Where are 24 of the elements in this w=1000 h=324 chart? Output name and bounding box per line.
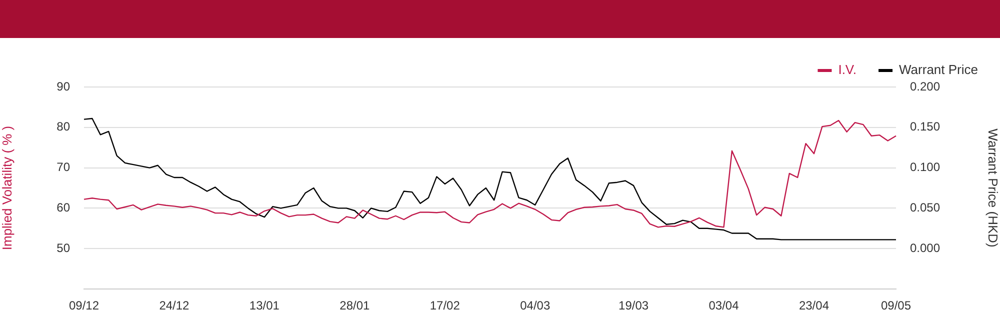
y-tick-label: 90 xyxy=(56,79,70,94)
y-tick-label: 50 xyxy=(56,240,70,255)
y2-tick-label: 0.200 xyxy=(910,79,940,94)
x-tick-label: 04/03 xyxy=(520,298,550,313)
y-axis-title: Implied Volatility ( % ) xyxy=(0,126,14,250)
y-tick-label: 80 xyxy=(56,120,70,134)
y2-tick-label: 0.050 xyxy=(910,200,940,215)
y2-tick-label: 0.100 xyxy=(910,160,940,174)
legend-label: Warrant Price xyxy=(899,62,978,78)
y-tick-label: 70 xyxy=(56,160,70,174)
y2-tick-label: 0.000 xyxy=(910,240,940,255)
x-tick-label: 13/01 xyxy=(249,298,280,313)
x-tick-label: 24/12 xyxy=(159,298,190,313)
x-tick-label: 28/01 xyxy=(340,298,370,313)
x-tick-label: 17/02 xyxy=(430,298,460,313)
legend-label: I.V. xyxy=(838,62,857,78)
x-tick-label: 03/04 xyxy=(708,298,740,313)
y2-tick-label: 0.150 xyxy=(910,120,940,134)
y2-axis-title: Warrant Price (HKD) xyxy=(986,128,1000,248)
x-tick-label: 23/04 xyxy=(798,298,830,313)
x-tick-label: 09/05 xyxy=(880,298,912,313)
y-tick-label: 60 xyxy=(56,200,70,215)
x-tick-label: 19/03 xyxy=(618,298,649,313)
x-tick-label: 09/12 xyxy=(68,298,100,313)
